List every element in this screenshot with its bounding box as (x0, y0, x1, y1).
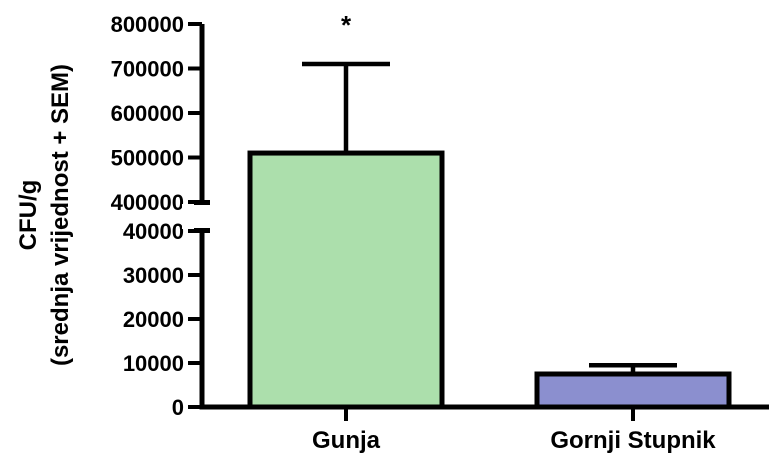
y-tick-label: 10000 (123, 351, 184, 376)
y-tick-label: 800000 (111, 12, 184, 37)
y-tick-label: 400000 (111, 190, 184, 215)
significance-annotation: * (341, 10, 352, 40)
x-tick-label: Gornji Stupnik (550, 427, 716, 454)
y-tick-label: 600000 (111, 101, 184, 126)
y-tick-label: 0 (172, 395, 184, 420)
y-tick-label: 40000 (123, 219, 184, 244)
x-axis: Gunja Gornji Stupnik (199, 404, 769, 454)
bars (247, 61, 732, 410)
y-tick-label: 20000 (123, 307, 184, 332)
annotations: * (341, 10, 352, 40)
y-axis-title-line2: (srednja vrijednost + SEM) (47, 64, 74, 366)
y-axis-title-line1: CFU/g (15, 180, 42, 251)
y-axis: 0 10000 20000 30000 40000 400000 500000 600000 7… (111, 12, 442, 420)
axis-break-end-upper (194, 200, 210, 205)
x-tick-label: Gunja (312, 427, 381, 454)
y-tick-label: 700000 (111, 57, 184, 82)
y-tick-label: 500000 (111, 146, 184, 171)
y-tick-label: 30000 (123, 263, 184, 288)
bar-0 (247, 150, 445, 410)
bar-1 (534, 371, 732, 410)
axis-break-end-lower (194, 228, 210, 233)
